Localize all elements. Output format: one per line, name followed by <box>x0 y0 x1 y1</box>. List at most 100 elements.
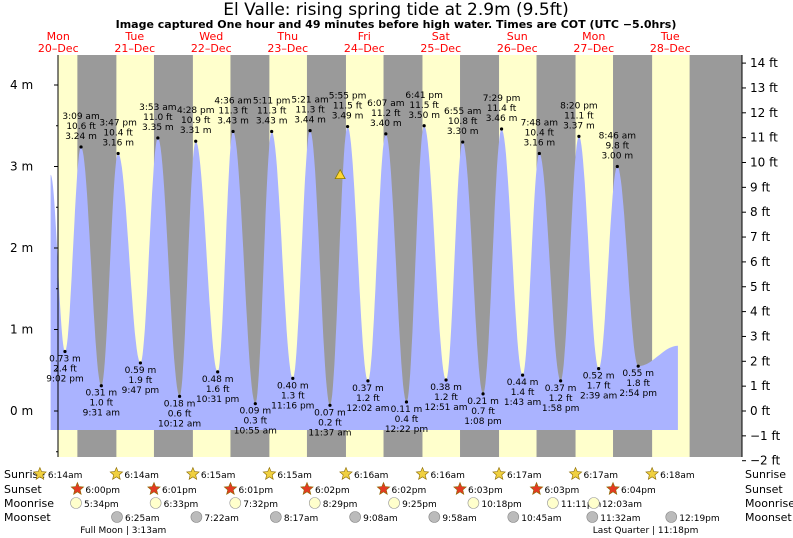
chart-subtitle: Image captured One hour and 49 minutes b… <box>116 18 677 31</box>
high-tide-label: 11.2 ft <box>371 109 401 119</box>
right-tick-label: 12 ft <box>750 106 778 120</box>
low-tide-point <box>636 364 640 368</box>
high-tide-point <box>577 134 581 138</box>
sunrise-time: 6:17am <box>584 471 619 481</box>
high-tide-label: 10.8 ft <box>448 117 478 127</box>
low-tide-label: 1:43 am <box>504 398 541 408</box>
moonset-time: 9:58am <box>442 514 477 524</box>
high-tide-label: 6:07 am <box>367 99 404 109</box>
moonset-time: 7:22am <box>204 514 239 524</box>
low-tide-label: 0.31 m <box>85 389 117 399</box>
high-tide-label: 3:47 pm <box>99 118 137 128</box>
right-tick-label: 0 ft <box>750 404 770 418</box>
low-tide-point <box>366 379 370 383</box>
sunrise-icon <box>185 466 200 480</box>
low-tide-point <box>559 379 563 383</box>
high-tide-point <box>537 151 541 156</box>
high-tide-label: 3.46 m <box>486 114 518 124</box>
day-name: Mon <box>47 30 70 43</box>
sunrise-icon <box>32 466 47 480</box>
low-tide-label: 10:31 pm <box>196 395 239 405</box>
right-tick-label: 3 ft <box>750 329 770 343</box>
right-tick-label: 2 ft <box>750 354 770 368</box>
moonrise-time: 7:32pm <box>243 500 278 510</box>
low-tide-label: 1.2 ft <box>356 394 380 404</box>
low-tide-label: 0.07 m <box>314 408 346 418</box>
low-tide-label: 2:39 am <box>580 392 617 402</box>
moonset-icon <box>428 511 441 523</box>
high-tide-label: 11.3 ft <box>295 106 325 116</box>
low-tide-label: 1.0 ft <box>89 399 113 409</box>
moonset-time: 10:45am <box>521 514 561 524</box>
moonrise-icon <box>547 497 559 509</box>
high-tide-label: 5:11 pm <box>253 96 291 106</box>
high-tide-point <box>308 129 312 133</box>
sunset-icon <box>376 481 391 495</box>
low-tide-label: 11:16 pm <box>271 401 314 411</box>
low-tide-label: 1.6 ft <box>206 385 230 395</box>
moonrise-icon <box>70 497 82 509</box>
moonrise-icon <box>388 497 400 509</box>
low-tide-label: 1.7 ft <box>587 382 611 392</box>
moonrise-time: 9:25pm <box>402 500 437 510</box>
moonset-time: 11:32am <box>600 514 640 524</box>
low-tide-label: 2.4 ft <box>53 365 77 375</box>
sunrise-icon <box>339 466 353 480</box>
high-tide-label: 3.43 m <box>256 116 288 126</box>
low-tide-label: 0.18 m <box>164 399 196 409</box>
day-name: Tue <box>124 30 144 43</box>
high-tide-label: 3.16 m <box>102 138 134 148</box>
low-tide-label: 2:54 pm <box>619 389 657 399</box>
low-tide-label: 11:37 am <box>308 428 351 438</box>
moonrise-time: 8:29pm <box>323 500 358 510</box>
high-tide-point <box>422 124 426 128</box>
sunrise-time: 6:16am <box>430 471 465 481</box>
moonset-row-label-right: Moonset <box>745 511 792 524</box>
sunset-row-label-right: Sunset <box>745 483 783 496</box>
high-tide-point <box>79 145 83 149</box>
high-tide-point <box>345 124 350 129</box>
high-tide-point <box>384 132 388 136</box>
low-tide-label: 9:02 pm <box>46 375 84 385</box>
right-tick-label: 14 ft <box>750 56 778 70</box>
day-name: Wed <box>199 30 223 43</box>
sunrise-icon <box>492 466 506 480</box>
right-tick-label: 13 ft <box>750 81 778 95</box>
low-tide-label: 0.2 ft <box>318 418 342 428</box>
right-tick-label: 1 ft <box>750 379 770 393</box>
high-tide-label: 3.43 m <box>217 116 249 126</box>
high-tide-label: 7:48 am <box>521 118 558 128</box>
moonrise-icon <box>588 497 600 509</box>
day-name: Mon <box>582 30 605 43</box>
sunset-icon <box>223 481 238 495</box>
moon-phase-label: Last Quarter | 11:18pm <box>593 526 699 536</box>
low-tide-label: 1.2 ft <box>549 394 573 404</box>
low-tide-point <box>521 373 525 377</box>
sunset-time: 6:03pm <box>545 486 580 496</box>
high-tide-label: 8:20 pm <box>560 101 598 111</box>
sunset-icon <box>70 481 85 495</box>
sunrise-row-label-left: Sunrise <box>4 468 45 481</box>
low-tide-label: 0.7 ft <box>471 407 495 417</box>
day-date: 28–Dec <box>650 42 691 55</box>
low-tide-label: 1.3 ft <box>281 391 305 401</box>
sunset-time: 6:02pm <box>315 486 350 496</box>
low-tide-point <box>177 394 182 398</box>
high-tide-label: 11.1 ft <box>564 111 594 121</box>
moonrise-icon <box>229 497 242 509</box>
high-tide-label: 6:41 pm <box>405 91 443 101</box>
low-tide-label: 0.6 ft <box>168 409 192 419</box>
low-tide-label: 0.40 m <box>277 381 309 391</box>
moonset-icon <box>349 511 361 523</box>
high-tide-label: 5:55 pm <box>329 92 367 102</box>
high-tide-point <box>156 136 160 140</box>
moonrise-time: 12:03am <box>602 500 642 510</box>
high-tide-point <box>499 127 504 131</box>
high-tide-label: 3.00 m <box>601 152 633 162</box>
moonset-icon <box>111 511 123 523</box>
high-tide-label: 10.4 ft <box>525 128 555 138</box>
high-tide-label: 11.5 ft <box>409 101 439 111</box>
high-tide-label: 4:28 pm <box>177 106 215 116</box>
moonrise-row-label-left: Moonrise <box>4 497 54 510</box>
day-date: 27–Dec <box>573 42 614 55</box>
